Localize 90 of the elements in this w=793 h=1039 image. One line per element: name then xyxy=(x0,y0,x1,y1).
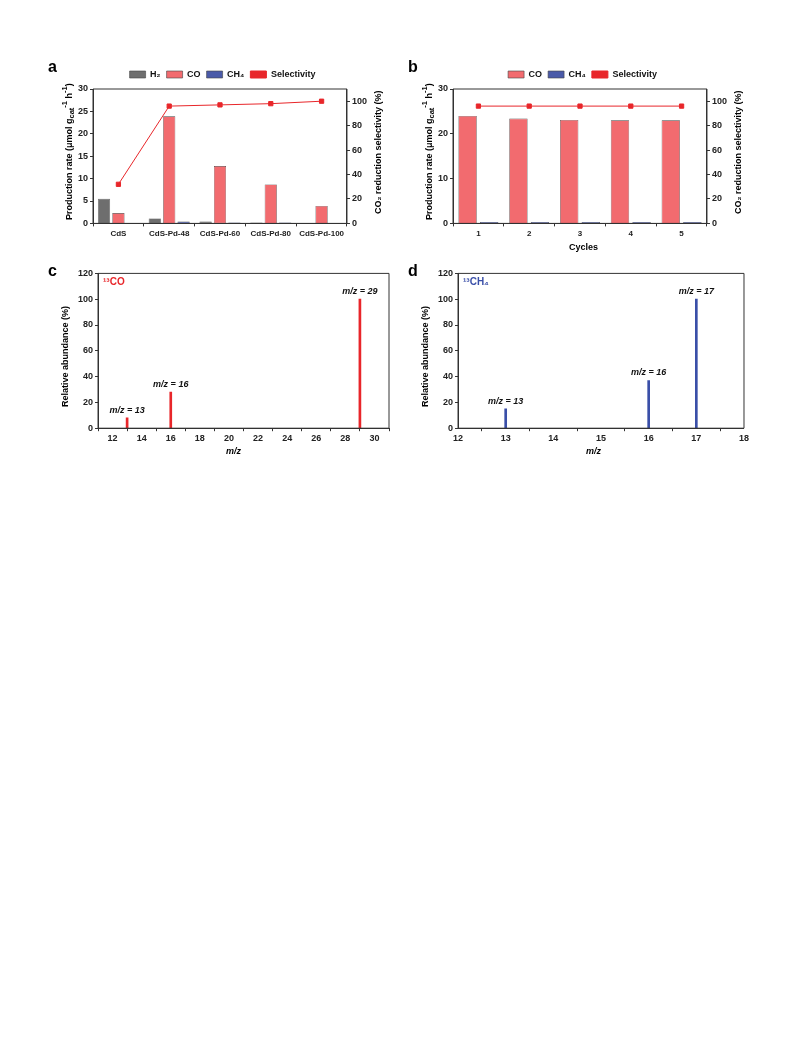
x-axis-title: m/z xyxy=(225,446,242,456)
y2-tick-label: 0 xyxy=(351,217,357,228)
x-tick-label: 14 xyxy=(548,433,559,444)
x-axis-title: Cycles xyxy=(568,242,599,252)
x-tick-label: CdS-Pd-48 xyxy=(148,229,190,239)
x-tick-label: CdS xyxy=(110,229,128,239)
x-tick-label: 30 xyxy=(369,433,380,444)
legend-label: CH₄ xyxy=(568,68,586,79)
x-tick-label: CdS-Pd-100 xyxy=(299,229,345,239)
y-tick-label: 20 xyxy=(438,128,449,139)
x-tick-label: 15 xyxy=(596,433,607,444)
y-tick-label: 0 xyxy=(83,217,89,228)
chart-title: b xyxy=(408,58,418,76)
y-tick-label: 60 xyxy=(83,345,94,356)
annotation: m/z = 13 xyxy=(488,395,524,406)
y-tick-label: 10 xyxy=(78,173,89,184)
y2-tick-label: 60 xyxy=(711,144,722,155)
y2-tick-label: 100 xyxy=(351,95,368,106)
chart-title: c xyxy=(48,262,57,280)
y-tick-label: 0 xyxy=(448,422,454,433)
y-tick-label: 5 xyxy=(83,195,89,206)
legend-label: Selectivity xyxy=(270,68,316,79)
y-tick-label: 40 xyxy=(443,371,454,382)
annotation: m/z = 16 xyxy=(153,379,190,390)
y-axis-title: Relative abundance (%) xyxy=(60,304,70,409)
text: ¹³CH₄ xyxy=(463,276,490,288)
x-tick-label: 26 xyxy=(311,433,322,444)
annotation: m/z = 29 xyxy=(342,286,378,297)
x-tick-label: 16 xyxy=(643,433,654,444)
x-tick-label: 1 xyxy=(476,229,482,239)
x-tick-label: 18 xyxy=(738,433,749,444)
y2-tick-label: 20 xyxy=(351,193,362,204)
annotation: m/z = 13 xyxy=(109,404,145,415)
x-tick-label: 3 xyxy=(577,229,583,239)
y-tick-label: 20 xyxy=(78,128,89,139)
legend-label: H₂ xyxy=(150,68,161,79)
y-tick-label: 120 xyxy=(77,267,94,278)
legend-label: CO xyxy=(187,68,201,79)
y2-tick-label: 100 xyxy=(711,95,728,106)
y2-tick-label: 0 xyxy=(711,217,717,228)
y-tick-label: 10 xyxy=(438,173,449,184)
y-tick-label: 30 xyxy=(78,83,89,94)
x-tick-label: 20 xyxy=(223,433,234,444)
y2-tick-label: 20 xyxy=(711,193,722,204)
legend-label: CO xyxy=(528,68,543,79)
y-tick-label: 20 xyxy=(83,396,94,407)
y-tick-label: 20 xyxy=(443,396,454,407)
x-tick-label: 5 xyxy=(679,229,685,239)
text: ¹³CO xyxy=(103,276,125,288)
x-tick-label: 13 xyxy=(500,433,511,444)
x-tick-label: 28 xyxy=(340,433,351,444)
y2-axis-title: CO₂ reduction selectivity (%) xyxy=(373,89,383,216)
x-tick-label: 17 xyxy=(691,433,702,444)
y-tick-label: 30 xyxy=(438,83,449,94)
x-axis-title: m/z xyxy=(585,446,602,456)
y2-tick-label: 80 xyxy=(711,120,722,131)
y-tick-label: 120 xyxy=(437,267,454,278)
y2-axis-title: CO₂ reduction selectivity (%) xyxy=(733,89,743,216)
chart-title: d xyxy=(408,262,418,280)
y2-tick-label: 60 xyxy=(351,144,362,155)
y-tick-label: 100 xyxy=(77,293,94,304)
x-tick-label: 24 xyxy=(282,433,293,444)
y2-tick-label: 40 xyxy=(711,169,722,180)
x-tick-label: 2 xyxy=(526,229,532,239)
y-tick-label: 80 xyxy=(443,319,454,330)
y-tick-label: 15 xyxy=(78,150,89,161)
legend-label: Selectivity xyxy=(612,68,657,79)
y-tick-label: 40 xyxy=(83,371,94,382)
y-axis-title: Relative abundance (%) xyxy=(420,304,430,409)
x-tick-label: 16 xyxy=(165,433,176,444)
x-tick-label: CdS-Pd-80 xyxy=(250,229,292,239)
y-tick-label: 100 xyxy=(437,293,454,304)
x-tick-label: 12 xyxy=(107,433,118,444)
annotation: m/z = 16 xyxy=(631,367,668,378)
y-tick-label: 0 xyxy=(88,422,94,433)
x-tick-label: 4 xyxy=(628,229,634,239)
y2-tick-label: 40 xyxy=(351,169,362,180)
y2-tick-label: 80 xyxy=(351,120,362,131)
y-tick-label: 80 xyxy=(83,319,94,330)
y-tick-label: 25 xyxy=(78,105,89,116)
legend-label: CH₄ xyxy=(227,68,245,79)
y-tick-label: 60 xyxy=(443,345,454,356)
x-tick-label: CdS-Pd-60 xyxy=(199,229,241,239)
x-tick-label: 22 xyxy=(253,433,264,444)
x-tick-label: 18 xyxy=(194,433,205,444)
annotation: m/z = 17 xyxy=(678,286,715,297)
y-tick-label: 0 xyxy=(443,217,449,228)
chart-title: a xyxy=(48,58,57,76)
x-tick-label: 12 xyxy=(453,433,464,444)
x-tick-label: 14 xyxy=(136,433,147,444)
